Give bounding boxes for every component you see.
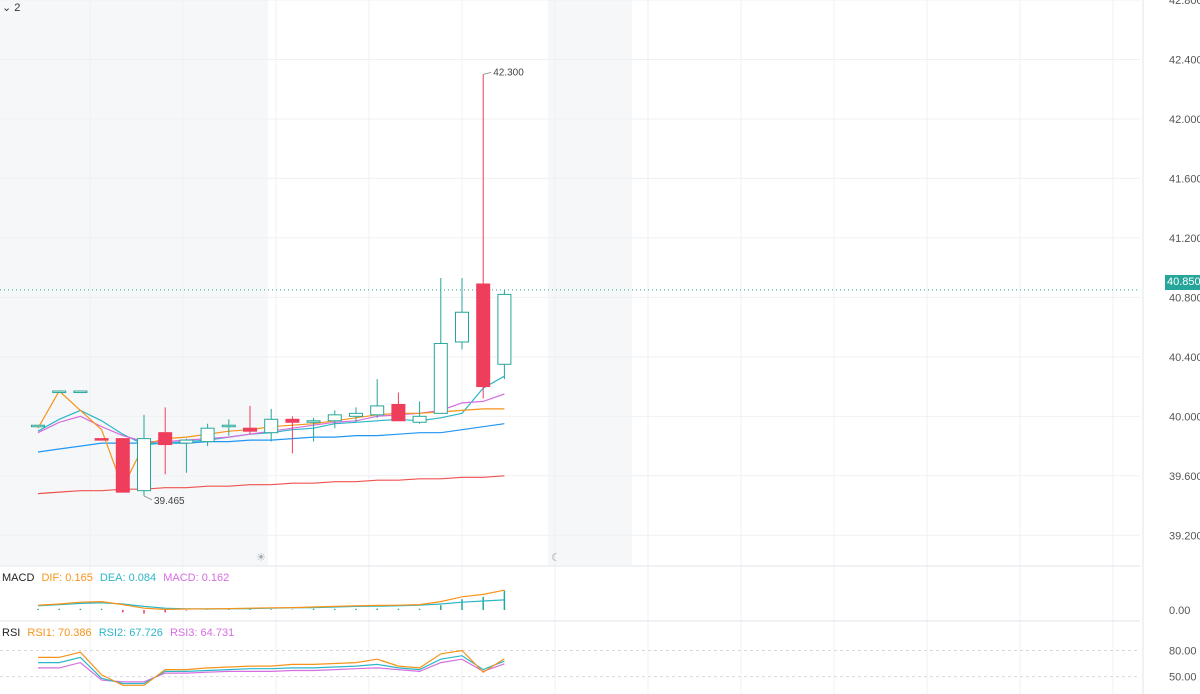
afterhours-shade — [548, 0, 632, 565]
macd-macd-label: MACD: 0.162 — [163, 572, 230, 584]
rsi-axis-label: 80.00 — [1169, 645, 1197, 657]
rsi3-label: RSI3: 64.731 — [169, 627, 235, 639]
candle-body — [370, 405, 385, 416]
price-tick-label: 41.200 — [1169, 233, 1200, 245]
rsi1-label: RSI1: 70.386 — [27, 627, 92, 639]
price-tick-label: 39.600 — [1169, 471, 1200, 483]
indicator-count: 2 — [14, 2, 21, 14]
macd-dea-label: DEA: 0.084 — [99, 572, 157, 584]
price-tick-label: 40.800 — [1169, 292, 1200, 304]
rsi-title: RSI — [2, 627, 21, 639]
ma-red-line — [37, 475, 505, 495]
candle-body — [476, 283, 491, 388]
chevron-down-icon[interactable]: ⌄ — [2, 2, 12, 14]
candle-body — [264, 418, 279, 434]
macd-axis-label: 0.00 — [1169, 605, 1190, 617]
rsi-legend[interactable]: RSI RSI1: 70.386 RSI2: 67.726 RSI3: 64.7… — [2, 627, 234, 639]
candle-body — [285, 418, 300, 423]
low-marker — [143, 495, 153, 501]
price-tick-label: 42.400 — [1169, 54, 1200, 66]
candle-body — [412, 415, 427, 423]
low-price-label: 39.465 — [154, 496, 185, 507]
rsi-axis-label: 50.00 — [1169, 672, 1197, 684]
candle-body — [52, 390, 67, 394]
candle-body — [433, 342, 448, 414]
candle-body — [243, 427, 257, 432]
macd-dif-label: DIF: 0.165 — [41, 572, 93, 584]
candle-body — [179, 439, 194, 444]
premarket-shade — [0, 0, 268, 565]
price-tick-label: 41.600 — [1169, 173, 1200, 185]
indicator-toggle[interactable]: ⌄ 2 — [2, 1, 20, 14]
moon-icon: ☾ — [551, 551, 561, 564]
price-tick-label: 40.000 — [1169, 411, 1200, 423]
price-tick-label: 39.200 — [1169, 530, 1200, 542]
price-tick-label: 42.800 — [1169, 0, 1200, 7]
candle-body — [73, 390, 88, 394]
candle-body — [391, 403, 406, 422]
sun-icon: ☀ — [256, 551, 266, 564]
price-tick-label: 40.400 — [1169, 352, 1200, 364]
rsi2-label: RSI2: 67.726 — [98, 627, 163, 639]
rsi2-line — [38, 655, 505, 685]
last-price-tag: 40.850 — [1165, 275, 1200, 290]
candle-body — [349, 412, 363, 417]
candle-body — [137, 438, 151, 492]
macd-legend[interactable]: MACD DIF: 0.165 DEA: 0.084 MACD: 0.162 — [2, 572, 229, 584]
price-tick-label: 42.000 — [1169, 114, 1200, 126]
high-marker — [483, 71, 492, 75]
candle-body — [221, 424, 236, 428]
candle-body — [31, 424, 45, 428]
candle-body — [200, 427, 215, 443]
macd-dif-line — [37, 589, 505, 611]
high-price-label: 42.300 — [493, 67, 524, 78]
candle-body — [158, 432, 173, 446]
macd-title: MACD — [2, 572, 35, 584]
candle-body — [455, 311, 469, 343]
candle-body — [327, 414, 342, 422]
candle-body — [497, 293, 512, 365]
candle-body — [306, 420, 321, 423]
rsi1-line — [38, 649, 505, 686]
candle-body — [94, 438, 109, 441]
candle-body — [115, 438, 130, 493]
